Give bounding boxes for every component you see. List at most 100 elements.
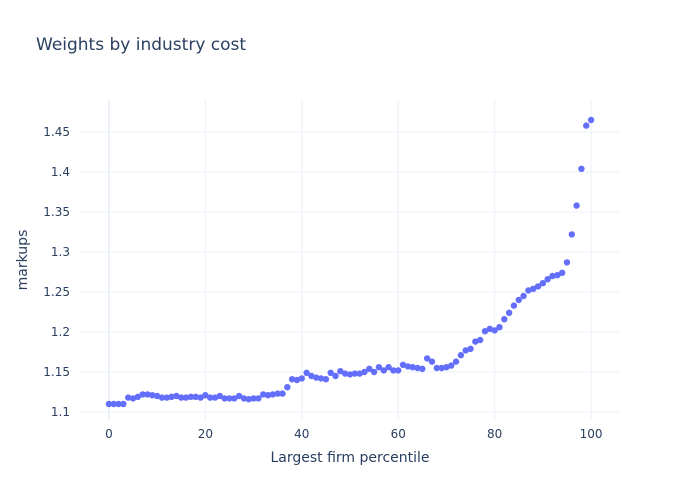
data-point <box>366 365 373 372</box>
data-point <box>216 392 224 400</box>
y-tick-label: 1.3 <box>51 245 70 259</box>
data-point <box>269 391 277 398</box>
data-point <box>505 309 513 316</box>
data-point <box>351 370 359 377</box>
data-point <box>158 394 166 401</box>
data-point <box>226 395 233 402</box>
data-point <box>279 390 286 397</box>
x-tick-label: 20 <box>198 427 213 441</box>
x-tick-label: 80 <box>487 427 502 441</box>
data-point <box>206 394 214 401</box>
data-point <box>187 393 195 400</box>
data-point <box>520 292 527 300</box>
x-axis-title: Largest firm percentile <box>270 450 429 466</box>
y-tick-label: 1.15 <box>43 365 70 379</box>
data-point <box>313 374 320 381</box>
data-point <box>563 259 571 266</box>
data-point <box>125 394 132 401</box>
data-points <box>105 116 595 408</box>
data-point <box>105 400 113 408</box>
data-point <box>317 375 325 382</box>
data-point <box>375 364 383 371</box>
data-point <box>303 369 310 376</box>
data-point <box>423 355 431 362</box>
data-point <box>182 394 190 401</box>
data-point <box>399 361 407 368</box>
data-point <box>240 395 248 402</box>
data-point <box>530 285 537 292</box>
data-point <box>568 231 575 238</box>
data-point <box>168 393 175 400</box>
y-tick-labels: 1.1 1.15 1.2 1.25 1.3 1.35 1.4 1.45 <box>43 125 70 419</box>
data-point <box>501 316 508 323</box>
chart-title: Weights by industry cost <box>36 35 246 55</box>
data-point <box>221 395 228 402</box>
data-point <box>472 338 479 345</box>
y-tick-label: 1.2 <box>51 325 70 339</box>
data-point <box>583 122 590 129</box>
data-point <box>341 370 349 377</box>
data-point <box>587 116 595 124</box>
data-point <box>134 393 142 400</box>
data-point <box>293 376 301 384</box>
data-point <box>332 372 339 380</box>
data-point <box>496 324 503 331</box>
data-point <box>476 336 484 344</box>
data-point <box>356 370 363 377</box>
y-tick-label: 1.4 <box>51 165 70 179</box>
data-point <box>110 400 117 408</box>
y-tick-label: 1.45 <box>43 125 70 139</box>
data-point <box>192 393 199 400</box>
data-point <box>539 280 547 287</box>
data-point <box>467 345 474 352</box>
data-point <box>284 384 291 391</box>
data-point <box>144 391 151 398</box>
data-point <box>173 392 180 400</box>
data-point <box>385 364 392 371</box>
data-point <box>395 367 402 374</box>
data-point <box>120 400 127 408</box>
data-point <box>129 395 137 402</box>
data-point <box>149 392 156 399</box>
x-tick-label: 60 <box>391 427 406 441</box>
y-gridlines <box>80 131 620 413</box>
data-point <box>549 272 556 280</box>
data-point <box>491 327 498 334</box>
x-tick-labels: 0 20 40 60 80 100 <box>105 427 602 441</box>
data-point <box>462 347 469 354</box>
data-point <box>544 276 551 283</box>
y-tick-label: 1.1 <box>51 405 70 419</box>
y-axis-title: markups <box>15 230 31 291</box>
data-point <box>288 376 296 383</box>
data-point <box>380 367 387 374</box>
data-point <box>534 283 542 290</box>
data-point <box>337 368 344 375</box>
data-point <box>448 362 455 369</box>
data-point <box>308 372 315 380</box>
data-point <box>211 394 219 401</box>
data-point <box>428 358 436 365</box>
data-point <box>153 392 161 400</box>
data-point <box>573 202 580 209</box>
data-point <box>260 391 267 398</box>
data-point <box>578 165 585 172</box>
data-point <box>481 328 489 335</box>
data-point <box>404 363 412 370</box>
data-point <box>255 395 262 402</box>
data-point <box>361 368 368 376</box>
data-point <box>327 369 334 376</box>
data-point <box>202 392 209 399</box>
data-point <box>250 395 257 402</box>
y-tick-label: 1.35 <box>43 205 70 219</box>
data-point <box>558 269 566 276</box>
data-point <box>433 364 440 372</box>
data-point <box>197 394 204 401</box>
data-point <box>346 371 354 378</box>
data-point <box>457 352 465 359</box>
data-point <box>274 390 281 397</box>
data-point <box>231 395 238 402</box>
data-point <box>438 364 445 372</box>
x-gridlines <box>204 100 592 420</box>
data-point <box>322 376 330 383</box>
